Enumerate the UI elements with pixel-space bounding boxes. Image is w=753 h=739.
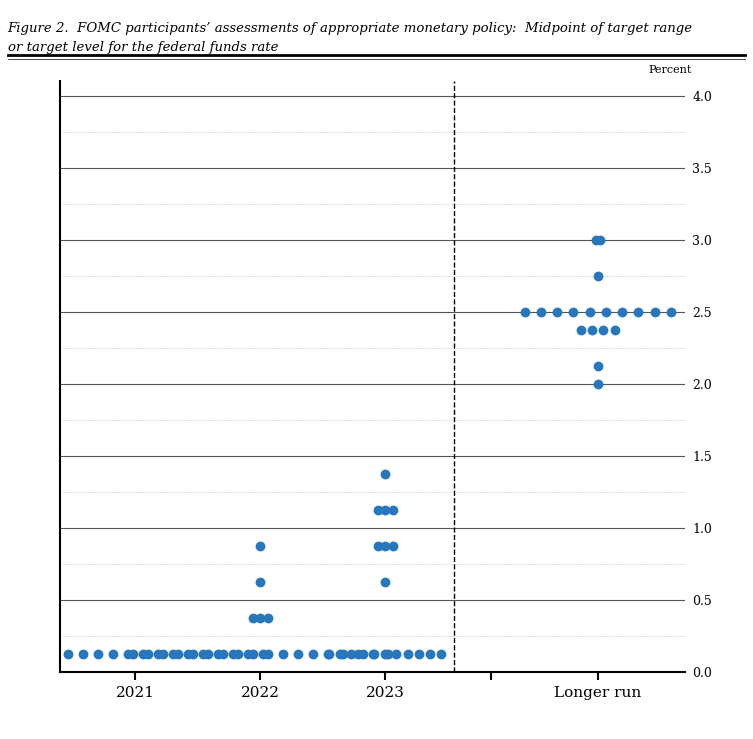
Point (127, 649, 139, 661)
Point (92, 649, 104, 661)
Point (142, 649, 154, 661)
Point (575, 324, 587, 336)
Point (197, 649, 209, 661)
Point (401, 649, 413, 661)
Point (592, 360, 604, 372)
Point (232, 649, 244, 661)
Point (322, 649, 334, 661)
Point (567, 306, 579, 318)
Point (633, 306, 645, 318)
Text: Percent: Percent (648, 65, 691, 75)
Point (107, 649, 119, 661)
Point (262, 649, 274, 661)
Point (590, 234, 602, 246)
Point (187, 649, 199, 661)
Point (597, 324, 609, 336)
Point (616, 306, 628, 318)
Point (172, 649, 184, 661)
Point (592, 270, 604, 282)
Point (665, 306, 677, 318)
Point (352, 649, 364, 661)
Point (648, 306, 660, 318)
Point (535, 306, 547, 318)
Point (519, 306, 531, 318)
Point (346, 649, 358, 661)
Point (217, 649, 229, 661)
Point (586, 324, 598, 336)
Point (137, 649, 149, 661)
Point (380, 469, 392, 480)
Point (262, 613, 274, 624)
Point (337, 649, 349, 661)
Point (391, 649, 403, 661)
Point (247, 649, 259, 661)
Point (323, 649, 335, 661)
Point (151, 649, 163, 661)
Point (380, 504, 392, 516)
Point (212, 649, 224, 661)
Point (372, 504, 384, 516)
Point (413, 649, 425, 661)
Point (424, 649, 436, 661)
Point (17, 649, 29, 661)
Point (77, 649, 89, 661)
Point (382, 649, 394, 661)
Point (122, 649, 134, 661)
Point (592, 378, 604, 390)
Point (380, 540, 392, 552)
Point (157, 649, 169, 661)
Point (551, 306, 563, 318)
Point (257, 649, 269, 661)
Point (367, 649, 379, 661)
Point (593, 234, 605, 246)
Point (306, 649, 319, 661)
Point (584, 306, 596, 318)
Point (247, 613, 259, 624)
Point (372, 540, 384, 552)
Point (276, 649, 288, 661)
Point (255, 613, 267, 624)
Point (600, 306, 612, 318)
Point (334, 649, 346, 661)
Point (227, 649, 239, 661)
Point (2, 649, 14, 661)
Point (357, 649, 369, 661)
Point (387, 540, 399, 552)
Point (380, 649, 392, 661)
Point (166, 649, 178, 661)
Point (387, 504, 399, 516)
Text: or target level for the federal funds rate: or target level for the federal funds ra… (8, 41, 278, 54)
Point (255, 576, 267, 588)
Point (47, 649, 59, 661)
Point (368, 649, 380, 661)
Point (242, 649, 254, 661)
Point (608, 324, 620, 336)
Point (62, 649, 74, 661)
Point (202, 649, 214, 661)
Point (255, 540, 267, 552)
Point (435, 649, 447, 661)
Point (181, 649, 194, 661)
Point (32, 649, 44, 661)
Point (291, 649, 303, 661)
Point (380, 576, 392, 588)
Text: Figure 2.  FOMC participants’ assessments of appropriate monetary policy:  Midpo: Figure 2. FOMC participants’ assessments… (8, 22, 693, 35)
